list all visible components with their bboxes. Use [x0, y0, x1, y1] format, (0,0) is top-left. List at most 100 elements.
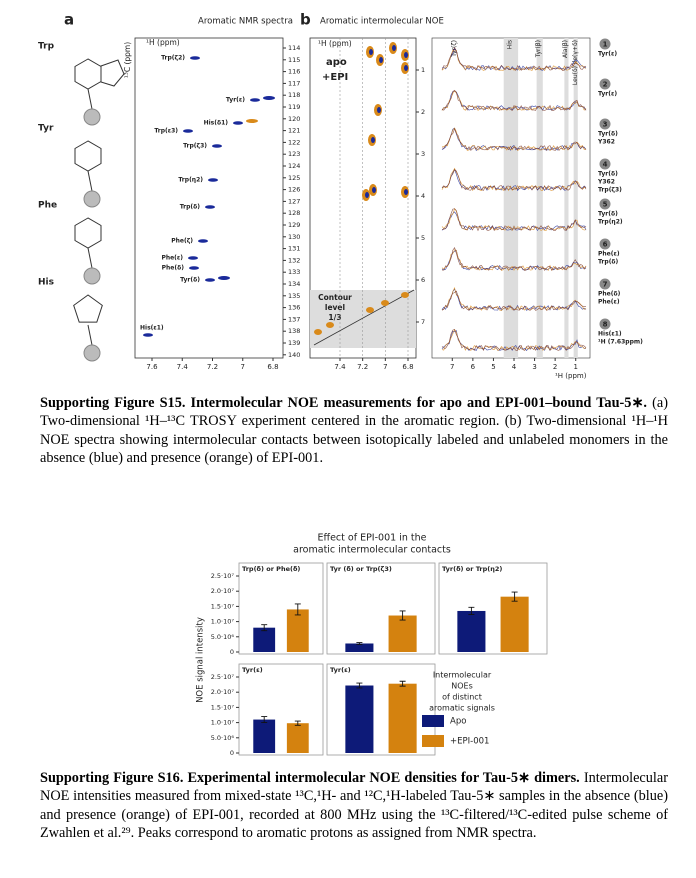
trace-label: Phe(ε) — [598, 251, 620, 258]
trace-number: 7 — [603, 281, 608, 289]
y-tick-label: 120 — [288, 115, 300, 123]
y-tick-label: 1.0·10⁷ — [211, 719, 235, 727]
peak — [205, 205, 215, 209]
axis-label: ¹³C (ppm) — [123, 42, 132, 78]
y-tick-label: 1.0·10⁷ — [211, 618, 235, 626]
y-tick-label: 2 — [421, 108, 425, 116]
legend-swatch — [422, 735, 444, 747]
bar — [253, 719, 276, 753]
peak — [250, 98, 260, 102]
y-tick-label: 115 — [288, 56, 300, 64]
panel-title: Tyr(ε) — [330, 666, 351, 674]
trace-number: 8 — [603, 321, 608, 329]
bond — [87, 170, 93, 192]
bar — [388, 615, 417, 652]
legend-title: NOEs — [451, 682, 473, 691]
y-tick-label: 126 — [288, 186, 300, 194]
peak — [233, 121, 243, 125]
y-tick-label: 2.5·10⁷ — [211, 572, 235, 580]
bar — [345, 643, 374, 652]
panel-title: Aromatic intermolecular NOE — [320, 17, 444, 27]
x-tick-label: 6.8 — [267, 363, 278, 371]
axis-label: ¹H (ppm) — [146, 38, 180, 47]
peak-label: Trp(ζ2) — [161, 55, 185, 62]
y-tick-label: 127 — [288, 197, 300, 205]
y-tick-label: 137 — [288, 315, 300, 323]
ring — [74, 217, 102, 249]
x-tick-label: 7.2 — [207, 363, 218, 371]
y-tick-label: 0 — [230, 648, 234, 656]
caption-text: (a) Two-dimensional ¹H–¹³C TROSY experim… — [40, 395, 668, 467]
y-tick-label: 119 — [288, 103, 300, 111]
trace — [441, 208, 587, 232]
trace-label: His(ε1) — [598, 331, 622, 338]
y-tick-label: 0 — [230, 749, 234, 757]
residue-name: Trp — [38, 42, 55, 52]
y-tick-label: 6 — [421, 276, 425, 284]
trace-badge — [599, 278, 611, 290]
trace-badge — [599, 118, 611, 130]
trace-label: Trp(ζ3) — [598, 187, 622, 194]
band-label: Tyr(β) — [535, 40, 542, 58]
trace-number: 5 — [603, 201, 608, 209]
trace — [441, 90, 587, 111]
backbone-ball — [83, 344, 101, 362]
y-tick-label: 118 — [288, 91, 300, 99]
panel-frame — [326, 562, 436, 655]
peak — [188, 256, 198, 260]
peak-label: Phe(ε) — [161, 255, 183, 262]
trace-label: Trp(δ) — [598, 259, 619, 266]
trace-label: Phe(δ) — [598, 291, 621, 298]
y-tick-label: 132 — [288, 256, 300, 264]
y-tick-label: 125 — [288, 174, 300, 182]
contour — [404, 52, 408, 58]
y-tick-label: 128 — [288, 209, 300, 217]
bar — [253, 627, 276, 652]
gray-band — [536, 38, 543, 358]
peak-label: Phe(ζ) — [171, 238, 193, 245]
error-bar — [511, 591, 518, 602]
contour-label: Contour — [318, 293, 352, 302]
y-tick-label: 5 — [421, 234, 425, 242]
panel-frame — [438, 562, 548, 655]
gray-band — [564, 38, 569, 358]
x-tick-label: 7.4 — [177, 363, 189, 371]
y-tick-label: 134 — [288, 280, 300, 288]
trace-badge — [599, 198, 611, 210]
y-tick-label: 1.5·10⁷ — [211, 703, 235, 711]
y-tick-label: 123 — [288, 150, 300, 158]
backbone-ball — [83, 108, 101, 126]
y-tick-label: 2.5·10⁷ — [211, 673, 235, 681]
panel-title: Tyr(ε) — [242, 666, 263, 674]
peak — [205, 278, 215, 282]
trace-number: 1 — [603, 41, 608, 49]
trace-number: 3 — [603, 121, 608, 129]
panel-label: a — [64, 11, 74, 29]
trace — [441, 127, 587, 152]
x-tick-label: 6 — [471, 363, 476, 371]
ring — [74, 58, 102, 90]
y-tick-label: 1 — [421, 66, 425, 74]
contour — [379, 57, 383, 63]
residue-name: Tyr — [38, 124, 54, 134]
peak — [246, 119, 258, 123]
x-tick-label: 1 — [573, 363, 577, 371]
y-axis-label: NOE signal intensity — [196, 617, 206, 703]
peak-label: Trp(ζ3) — [183, 143, 207, 150]
legend-entry: +EPI-001 — [450, 737, 489, 747]
error-bar — [294, 603, 301, 616]
panel-title: Tyr (δ) or Trp(ζ3) — [330, 565, 392, 573]
legend-entry: +EPI — [322, 72, 348, 83]
y-tick-label: 139 — [288, 339, 300, 347]
trace — [441, 328, 587, 351]
trace — [441, 250, 587, 271]
y-tick-label: 121 — [288, 127, 300, 135]
trace-badge — [599, 158, 611, 170]
legend-entry: Apo — [450, 717, 466, 727]
trace-badge — [599, 38, 611, 50]
x-tick-label: 3 — [532, 363, 536, 371]
contour — [377, 107, 381, 113]
axis-label: ¹H (ppm) — [555, 372, 587, 380]
gray-band — [573, 38, 578, 358]
